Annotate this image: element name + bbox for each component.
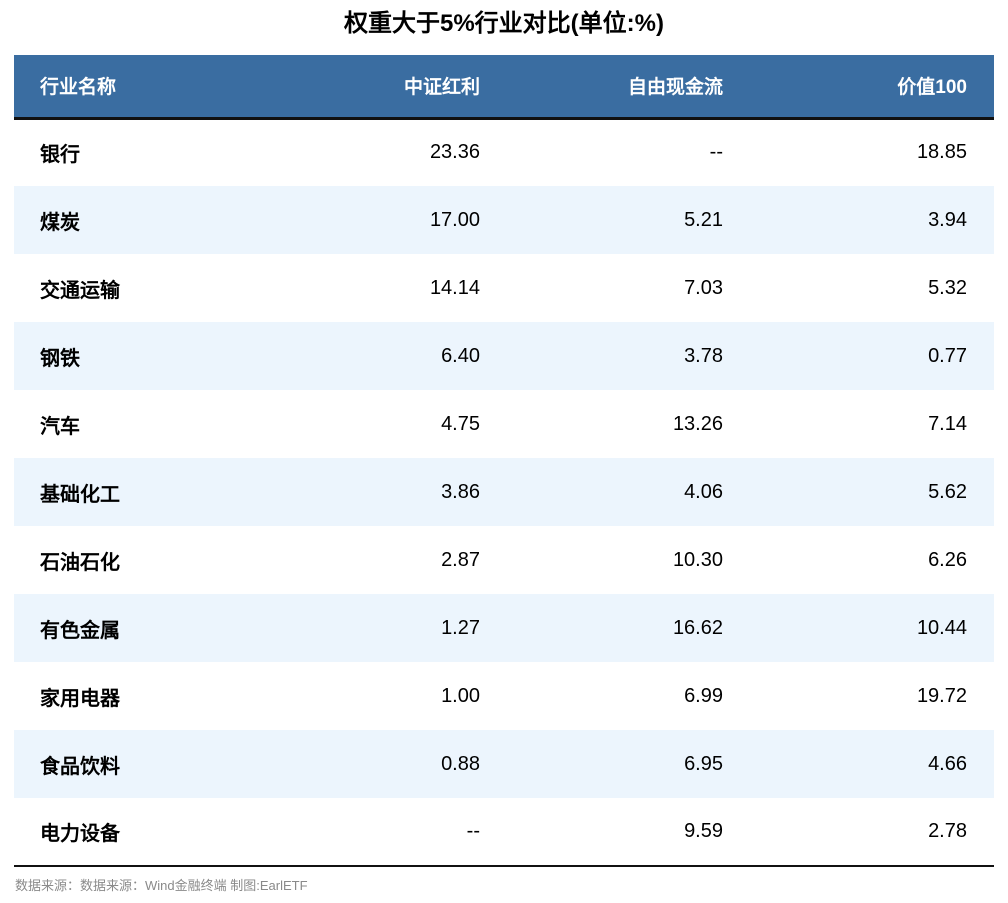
industry-name-cell: 钢铁 [14, 322, 264, 390]
column-header-industry-name: 行业名称 [14, 55, 264, 120]
table-row: 钢铁 6.40 3.78 0.77 [14, 322, 994, 390]
value-cell: 2.78 [928, 820, 967, 842]
table-body: 银行 23.36 -- 18.85 煤炭 17.00 5.21 3.94 交通运输 14.14 7.… [14, 118, 994, 866]
value-cell: 13.26 [672, 412, 723, 435]
value-cell: 5.21 [480, 186, 723, 254]
industry-name-cell: 交通运输 [40, 279, 120, 302]
table-header-row: 行业名称 中证红利 自由现金流 价值100 [14, 55, 994, 120]
value-cell: 17.00 [264, 186, 480, 254]
column-header-free-cash-flow: 自由现金流 [480, 55, 723, 120]
value-cell: 0.88 [264, 730, 480, 798]
industry-name-cell: 基础化工 [14, 458, 264, 526]
table-row: 家用电器 1.00 6.99 19.72 [14, 662, 994, 730]
table-row: 交通运输 14.14 7.03 5.32 [14, 254, 994, 322]
value-cell: 1.27 [264, 594, 480, 662]
value-cell: 3.86 [264, 458, 480, 526]
value-cell: 3.78 [480, 322, 723, 390]
table-row: 食品饮料 0.88 6.95 4.66 [14, 730, 994, 798]
value-cell: 14.14 [429, 276, 480, 299]
value-cell: 23.36 [429, 141, 480, 164]
value-cell: -- [466, 820, 480, 842]
table-row: 基础化工 3.86 4.06 5.62 [14, 458, 994, 526]
value-cell: -- [709, 141, 723, 164]
industry-name-cell: 石油石化 [40, 551, 120, 574]
value-cell: 4.06 [480, 458, 723, 526]
table-row: 煤炭 17.00 5.21 3.94 [14, 186, 994, 254]
column-header-value-100: 价值100 [723, 55, 994, 120]
data-source-note: 数据来源：数据来源：Wind金融终端 制图:EarlETF [15, 878, 308, 893]
value-cell: 7.14 [928, 412, 967, 435]
value-cell: 2.87 [441, 548, 480, 571]
value-cell: 6.99 [684, 684, 723, 707]
industry-comparison-table: 行业名称 中证红利 自由现金流 价值100 银行 23.36 -- 18.85 煤炭 17… [14, 55, 994, 867]
industry-name-cell: 银行 [40, 144, 80, 167]
value-cell: 6.40 [264, 322, 480, 390]
value-cell: 5.32 [928, 276, 967, 299]
table-row: 电力设备 -- 9.59 2.78 [14, 798, 994, 866]
table-row: 有色金属 1.27 16.62 10.44 [14, 594, 994, 662]
value-cell: 6.95 [480, 730, 723, 798]
value-cell: 9.59 [684, 820, 723, 842]
value-cell: 16.62 [480, 594, 723, 662]
table-row: 银行 23.36 -- 18.85 [14, 118, 994, 186]
column-header-csi-dividend: 中证红利 [264, 55, 480, 120]
industry-name-cell: 电力设备 [40, 823, 120, 845]
value-cell: 19.72 [916, 684, 967, 707]
value-cell: 10.44 [723, 594, 994, 662]
industry-name-cell: 家用电器 [40, 687, 120, 710]
value-cell: 7.03 [684, 276, 723, 299]
value-cell: 4.66 [723, 730, 994, 798]
value-cell: 6.26 [928, 548, 967, 571]
industry-name-cell: 有色金属 [14, 594, 264, 662]
table-row: 汽车 4.75 13.26 7.14 [14, 390, 994, 458]
value-cell: 0.77 [723, 322, 994, 390]
value-cell: 10.30 [672, 548, 723, 571]
industry-name-cell: 食品饮料 [14, 730, 264, 798]
industry-name-cell: 煤炭 [14, 186, 264, 254]
value-cell: 1.00 [441, 684, 480, 707]
table-row: 石油石化 2.87 10.30 6.26 [14, 526, 994, 594]
value-cell: 3.94 [723, 186, 994, 254]
value-cell: 4.75 [441, 412, 480, 435]
value-cell: 5.62 [723, 458, 994, 526]
industry-name-cell: 汽车 [40, 415, 80, 438]
page-title: 权重大于5%行业对比(单位:%) [343, 10, 664, 37]
value-cell: 18.85 [916, 141, 967, 164]
